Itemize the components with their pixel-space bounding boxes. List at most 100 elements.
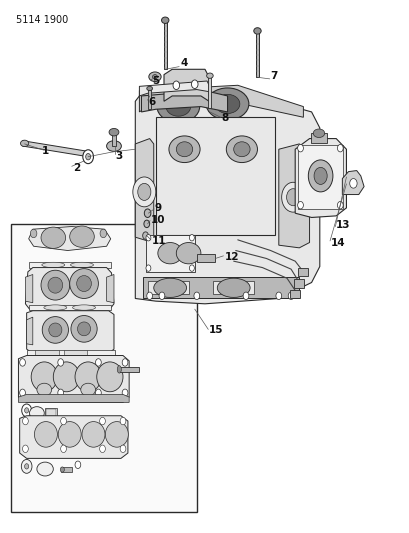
Polygon shape	[135, 139, 153, 241]
Ellipse shape	[31, 362, 57, 392]
Circle shape	[142, 232, 148, 239]
Text: 12: 12	[224, 252, 238, 262]
Ellipse shape	[106, 141, 121, 151]
Ellipse shape	[176, 243, 200, 264]
Ellipse shape	[70, 262, 93, 268]
Ellipse shape	[48, 277, 63, 293]
Circle shape	[120, 445, 126, 453]
Bar	[63, 350, 87, 355]
Polygon shape	[20, 416, 128, 458]
Circle shape	[297, 144, 303, 152]
Circle shape	[146, 292, 152, 300]
Ellipse shape	[37, 462, 53, 476]
Circle shape	[20, 359, 25, 366]
Circle shape	[61, 445, 66, 453]
Text: 10: 10	[151, 215, 165, 224]
Circle shape	[58, 359, 63, 366]
Text: 5: 5	[151, 76, 159, 86]
Ellipse shape	[97, 362, 123, 392]
Ellipse shape	[217, 278, 249, 297]
Polygon shape	[27, 317, 33, 345]
Text: 9: 9	[155, 203, 162, 213]
Ellipse shape	[215, 94, 239, 114]
Bar	[294, 279, 303, 288]
Polygon shape	[342, 171, 363, 195]
Bar	[155, 117, 274, 235]
Polygon shape	[18, 394, 129, 402]
Ellipse shape	[82, 422, 105, 447]
Circle shape	[189, 265, 194, 271]
Circle shape	[173, 81, 179, 90]
Bar	[147, 281, 188, 294]
Circle shape	[349, 179, 356, 188]
Circle shape	[191, 80, 198, 88]
Ellipse shape	[58, 422, 81, 447]
Circle shape	[30, 229, 37, 238]
Circle shape	[100, 229, 106, 238]
Ellipse shape	[166, 97, 190, 116]
Ellipse shape	[76, 276, 91, 292]
Bar	[164, 21, 166, 69]
Ellipse shape	[71, 316, 97, 342]
Text: 7: 7	[270, 71, 277, 80]
Ellipse shape	[233, 142, 249, 157]
Ellipse shape	[148, 72, 161, 82]
Ellipse shape	[77, 322, 90, 336]
Ellipse shape	[75, 362, 101, 392]
Ellipse shape	[81, 383, 95, 396]
Ellipse shape	[70, 269, 98, 298]
Text: 8: 8	[221, 114, 228, 123]
Text: 15: 15	[209, 326, 223, 335]
Ellipse shape	[146, 86, 152, 91]
Text: 4: 4	[180, 58, 187, 68]
Ellipse shape	[49, 323, 62, 337]
Circle shape	[22, 404, 31, 417]
Circle shape	[25, 464, 29, 469]
Circle shape	[281, 182, 304, 212]
Circle shape	[144, 220, 149, 228]
Circle shape	[122, 359, 128, 366]
Circle shape	[308, 160, 332, 192]
Ellipse shape	[161, 17, 169, 23]
Circle shape	[122, 389, 128, 397]
Polygon shape	[106, 274, 114, 303]
Circle shape	[297, 201, 303, 209]
Ellipse shape	[176, 142, 192, 157]
Polygon shape	[29, 262, 110, 268]
Circle shape	[83, 150, 93, 164]
Text: 2: 2	[73, 163, 80, 173]
Circle shape	[95, 389, 101, 397]
Ellipse shape	[20, 140, 29, 147]
Circle shape	[133, 177, 155, 207]
Polygon shape	[139, 81, 209, 96]
Ellipse shape	[41, 227, 65, 248]
Text: 6: 6	[148, 98, 155, 107]
Ellipse shape	[157, 243, 182, 264]
Circle shape	[146, 235, 151, 241]
Text: 5114 1900: 5114 1900	[16, 15, 67, 25]
Polygon shape	[22, 141, 88, 157]
Bar	[143, 277, 299, 298]
Polygon shape	[27, 311, 114, 353]
Ellipse shape	[37, 383, 52, 396]
Circle shape	[146, 265, 151, 271]
Polygon shape	[294, 139, 346, 217]
Ellipse shape	[109, 128, 119, 136]
Bar	[148, 89, 151, 109]
Bar	[145, 235, 194, 272]
Ellipse shape	[53, 362, 79, 392]
Circle shape	[159, 292, 164, 300]
Ellipse shape	[34, 422, 57, 447]
Ellipse shape	[206, 73, 213, 78]
Ellipse shape	[169, 136, 200, 163]
Bar	[310, 133, 326, 143]
Ellipse shape	[105, 422, 128, 447]
Circle shape	[58, 389, 63, 397]
Text: 11: 11	[151, 236, 166, 246]
Polygon shape	[25, 274, 33, 303]
Bar	[45, 408, 56, 417]
Polygon shape	[139, 85, 303, 117]
Polygon shape	[164, 69, 209, 101]
Circle shape	[20, 389, 25, 397]
Ellipse shape	[72, 305, 95, 310]
